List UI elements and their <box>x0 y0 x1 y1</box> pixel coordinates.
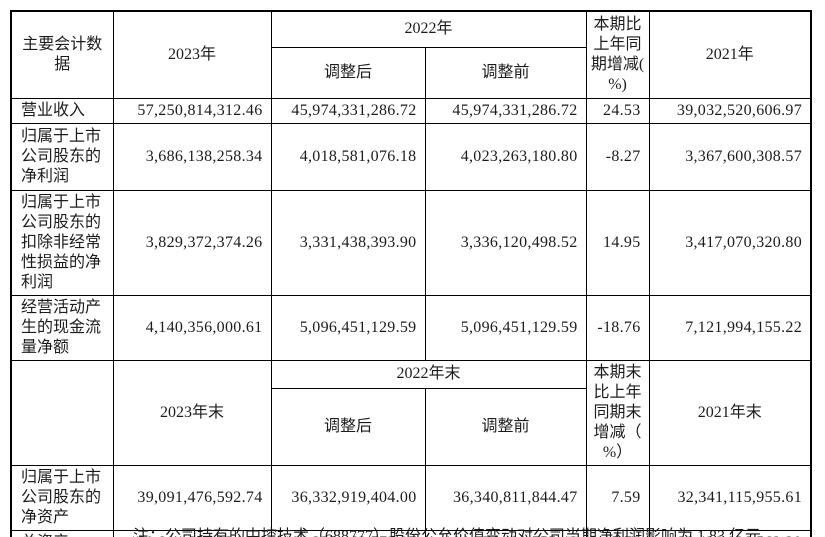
cell-2023: 3,829,372,374.26 <box>112 189 272 296</box>
cell-2023: 4,140,356,000.61 <box>112 294 272 361</box>
header-end-yoy-change: 本期末比上年同期末增减（%） <box>585 359 650 466</box>
cell-2022-original: 3,336,120,498.52 <box>424 189 587 296</box>
cell-2021: 3,367,600,308.57 <box>648 122 812 191</box>
cell-2023: 39,091,476,592.74 <box>112 464 272 531</box>
cell-2021: 32,341,115,955.61 <box>648 464 812 531</box>
cell-2022-adjusted: 45,974,331,286.72 <box>270 97 426 124</box>
row-label: 归属于上市公司股东的扣除非经常性损益的净利润 <box>10 189 114 296</box>
cell-change: -8.27 <box>585 122 650 191</box>
row-label: 营业收入 <box>10 97 114 124</box>
header-2021-end: 2021年末 <box>648 359 812 466</box>
cell-2022-adjusted: 36,332,919,404.00 <box>270 464 426 531</box>
table-row-total-assets: 总资产 120,804,656,034.59 104,335,462,773.9… <box>10 529 812 537</box>
header-2021: 2021年 <box>648 10 812 99</box>
cell-change: 14.95 <box>585 189 650 296</box>
cell-2022-adjusted: 3,331,438,393.90 <box>270 189 426 296</box>
header-2022: 2022年 <box>270 10 587 48</box>
header-adjusted-before: 调整前 <box>424 46 587 99</box>
cell-2022-original: 104,334,421,755.48 <box>424 529 587 537</box>
row-label: 归属于上市公司股东的净资产 <box>10 464 114 531</box>
header-adjusted-after-2: 调整后 <box>270 388 426 466</box>
cell-2023: 57,250,814,312.46 <box>112 97 272 124</box>
cell-2022-adjusted: 5,096,451,129.59 <box>270 294 426 361</box>
row-label: 归属于上市公司股东的净利润 <box>10 122 114 191</box>
cell-2021: 7,121,994,155.22 <box>648 294 812 361</box>
cell-2022-original: 4,023,263,180.80 <box>424 122 587 191</box>
header-main-indicators: 主要会计数据 <box>10 10 114 99</box>
row-label: 总资产 <box>10 529 114 537</box>
header-adjusted-before-2: 调整前 <box>424 388 587 466</box>
table-row-operating-cash-flow: 经营活动产生的现金流量净额 4,140,356,000.61 5,096,451… <box>10 294 812 361</box>
header-yoy-change: 本期比上年同期增减(%) <box>585 10 650 99</box>
header-adjusted-after: 调整后 <box>270 46 426 99</box>
cell-2022-original: 5,096,451,129.59 <box>424 294 587 361</box>
cell-change: 7.59 <box>585 464 650 531</box>
key-accounting-data-table: 主要会计数据 2023年 2022年 本期比上年同期增减(%) 2021年 调整… <box>10 10 813 537</box>
row-label: 经营活动产生的现金流量净额 <box>10 294 114 361</box>
cell-change: 24.53 <box>585 97 650 124</box>
cell-change: -18.76 <box>585 294 650 361</box>
footnote: 注：公司持有的中控技术（688777）股份公允价值变动对公司当期净利润影响为 1… <box>133 528 762 537</box>
header-2023-end: 2023年末 <box>112 359 272 466</box>
cell-2023: 3,686,138,258.34 <box>112 122 272 191</box>
cell-2022-adjusted: 4,018,581,076.18 <box>270 122 426 191</box>
cell-2022-original: 45,974,331,286.72 <box>424 97 587 124</box>
cell-2021: 86,426,036,562.29 <box>648 529 812 537</box>
header-2023: 2023年 <box>112 10 272 99</box>
table-row-net-assets: 归属于上市公司股东的净资产 39,091,476,592.74 36,332,9… <box>10 464 812 531</box>
header-empty <box>10 359 114 466</box>
table-row-net-profit-excl-nonrecurring: 归属于上市公司股东的扣除非经常性损益的净利润 3,829,372,374.26 … <box>10 189 812 296</box>
cell-2021: 3,417,070,320.80 <box>648 189 812 296</box>
table-row-net-profit: 归属于上市公司股东的净利润 3,686,138,258.34 4,018,581… <box>10 122 812 191</box>
table-row-revenue: 营业收入 57,250,814,312.46 45,974,331,286.72… <box>10 97 812 124</box>
cell-2022-original: 36,340,811,844.47 <box>424 464 587 531</box>
cell-2021: 39,032,520,606.97 <box>648 97 812 124</box>
header-2022-end: 2022年末 <box>270 359 587 390</box>
